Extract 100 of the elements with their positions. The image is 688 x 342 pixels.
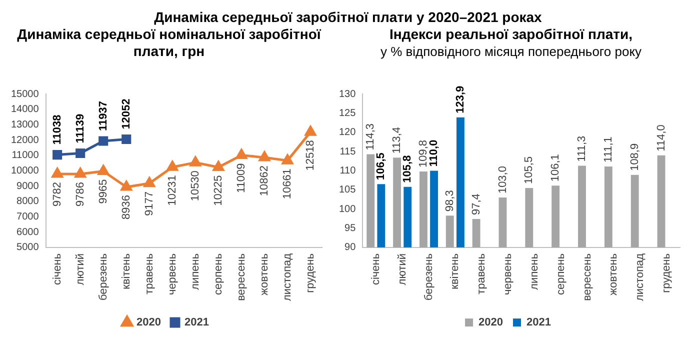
data-label: 111,1: [602, 136, 614, 162]
y-tick-label: 105: [338, 184, 356, 196]
data-label: 108,9: [628, 143, 641, 171]
y-tick-label: 5000: [16, 242, 40, 254]
x-tick-label: листопад: [282, 252, 294, 302]
data-label: 111,3: [576, 136, 588, 162]
y-tick-label: 13000: [10, 119, 40, 130]
x-tick-label: лютий: [396, 253, 408, 286]
x-tick-label: травень: [143, 253, 156, 294]
text: Динаміка середньої заробітної плати у 2020–2021 роках: [153, 8, 543, 26]
data-label: 9782: [51, 182, 64, 207]
x-tick-label: серпень: [554, 253, 567, 296]
x-tick-label: листопад: [634, 252, 646, 302]
point: [166, 160, 178, 171]
data-label: 105,5: [523, 156, 536, 184]
x-tick-label: травень: [476, 253, 488, 294]
y-tick-label: 14000: [10, 104, 40, 116]
point: [212, 161, 224, 172]
x-tick-label: січень: [51, 253, 64, 286]
data-label: 9177: [143, 191, 156, 216]
data-label: 11038: [51, 114, 64, 145]
data-label: 109,8: [417, 140, 430, 168]
point: [144, 177, 155, 188]
y-tick-label: 115: [340, 146, 356, 158]
y-tick-label: 15000: [10, 88, 40, 100]
point: [76, 148, 86, 158]
y-tick-label: 7000: [16, 211, 40, 222]
data-label: 114,0: [655, 124, 668, 152]
x-tick-label: грудень: [304, 253, 317, 293]
data-label: 123,9: [454, 86, 466, 114]
point: [122, 134, 132, 144]
data-label: 12052: [120, 98, 132, 130]
y-tick-label: 10000: [10, 165, 40, 176]
y-tick-label: 8000: [16, 196, 40, 208]
x-tick-label: вересень: [581, 253, 594, 301]
data-label: 113,4: [391, 126, 404, 154]
data-label: 12518: [304, 140, 317, 171]
point: [304, 126, 316, 136]
data-label: 106,1: [550, 154, 562, 182]
data-label: 97,4: [470, 194, 482, 216]
point: [52, 150, 62, 160]
x-tick-label: жовтень: [258, 253, 270, 296]
x-tick-label: жовтень: [608, 253, 620, 296]
data-label: 11139: [74, 114, 86, 144]
point: [98, 164, 109, 175]
y-tick-label: 12000: [10, 134, 40, 146]
x-tick-label: березень: [97, 253, 110, 301]
data-label: 10862: [258, 165, 270, 196]
legend-label: 2020: [478, 316, 504, 329]
x-tick-label: червень: [166, 253, 178, 296]
data-label: 9965: [97, 179, 110, 204]
data-label: 10530: [189, 170, 202, 202]
x-tick-label: серпень: [212, 253, 224, 296]
x-tick-label: квітень: [449, 253, 462, 290]
y-tick-label: 95: [344, 222, 356, 234]
x-tick-label: січень: [370, 253, 382, 286]
data-label: 8936: [120, 195, 132, 220]
point: [74, 168, 86, 178]
y-tick-label: 125: [338, 108, 356, 119]
data-label: 110,0: [428, 140, 440, 167]
legend-label: 2021: [526, 316, 551, 329]
y-tick-label: 100: [338, 204, 356, 215]
data-label: 11937: [97, 101, 110, 131]
point: [190, 156, 201, 166]
y-tick-label: 130: [338, 88, 356, 100]
data-label: 98,3: [444, 190, 456, 212]
x-tick-label: грудень: [660, 253, 673, 293]
chart-subtitle: у % відповідного місяця попереднього року: [379, 43, 643, 60]
legend-label: 2020: [136, 316, 162, 329]
data-label: 11009: [235, 163, 248, 194]
point: [120, 180, 132, 191]
data-label: 10661: [282, 168, 294, 200]
x-tick-label: червень: [502, 253, 514, 296]
y-tick-label: 6000: [16, 226, 40, 238]
data-label: 9786: [74, 182, 86, 206]
y-tick-label: 110: [340, 165, 356, 176]
y-tick-label: 120: [338, 127, 356, 138]
data-label: 114,3: [364, 123, 377, 150]
x-tick-label: лютий: [74, 253, 86, 286]
y-tick-label: 11000: [12, 150, 40, 162]
point: [282, 154, 294, 164]
point: [52, 168, 63, 178]
chart-title: Динаміка середньої номінальної заробітної плати, грн: [16, 26, 322, 60]
x-tick-label: квітень: [120, 253, 132, 290]
x-tick-label: липень: [189, 253, 202, 290]
data-label: 105,8: [402, 155, 414, 183]
data-label: 103,0: [496, 166, 509, 194]
point: [258, 151, 270, 162]
data-label: 10225: [212, 175, 224, 206]
x-tick-label: липень: [528, 253, 540, 290]
x-tick-label: березень: [422, 253, 435, 301]
point: [236, 148, 248, 159]
y-tick-label: 9000: [16, 180, 40, 192]
legend-label: 2021: [184, 316, 209, 329]
y-tick-label: 90: [344, 242, 356, 254]
point: [98, 136, 108, 146]
data-label: 10231: [166, 175, 178, 206]
data-label: 106,5: [375, 152, 388, 180]
chart-title: Індекси реальної заробітної плати,: [388, 26, 634, 43]
x-tick-label: вересень: [235, 253, 248, 301]
